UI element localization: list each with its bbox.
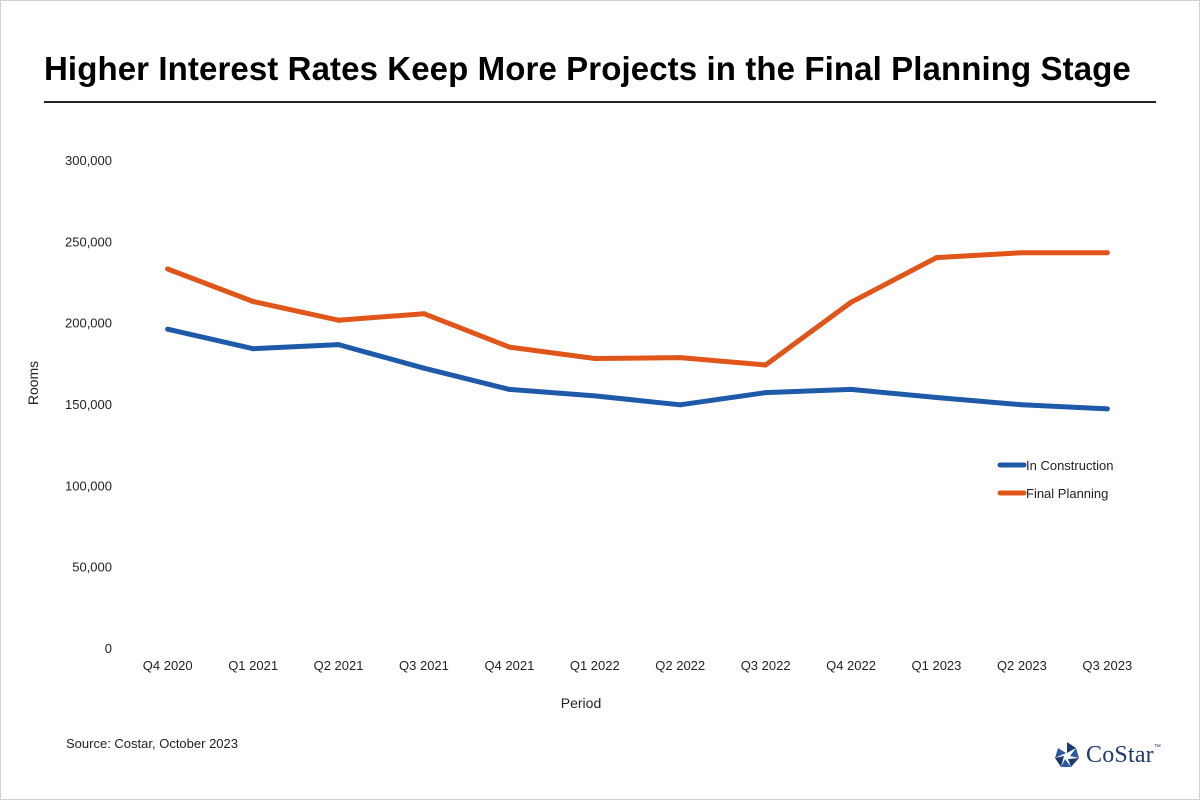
- y-tick-label: 300,000: [65, 153, 112, 168]
- chart-legend: In Construction Final Planning: [997, 458, 1113, 501]
- x-tick-label: Q1 2023: [912, 658, 962, 673]
- y-axis-ticks: 0 50,000 100,000 150,000 200,000 250,000 300,0…: [65, 153, 112, 656]
- costar-star-icon: [1055, 742, 1079, 767]
- series-line-in-construction: [165, 326, 1110, 412]
- x-tick-label: Q1 2021: [228, 658, 278, 673]
- chart-title: Higher Interest Rates Keep More Projects…: [44, 50, 1131, 87]
- x-axis-ticks: Q4 2020 Q1 2021 Q2 2021 Q3 2021 Q4 2021 Q1 20…: [143, 658, 1132, 673]
- data-point: [506, 344, 512, 350]
- x-tick-label: Q3 2023: [1082, 658, 1132, 673]
- data-point: [592, 356, 598, 361]
- source-note: Source: Costar, October 2023: [66, 736, 238, 751]
- title-divider: [44, 101, 1156, 103]
- data-point: [763, 362, 769, 368]
- x-tick-label: Q3 2021: [399, 658, 449, 673]
- x-tick-label: Q2 2021: [314, 658, 364, 673]
- x-tick-label: Q3 2022: [741, 658, 791, 673]
- data-point: [506, 386, 512, 392]
- data-point: [421, 311, 427, 317]
- series-line-final-planning: [165, 250, 1110, 368]
- y-tick-label: 100,000: [65, 478, 112, 493]
- x-axis-label: Period: [561, 695, 601, 711]
- legend-label: Final Planning: [1026, 486, 1108, 501]
- x-tick-label: Q4 2022: [826, 658, 876, 673]
- series-lines: [165, 250, 1110, 412]
- data-point: [848, 299, 854, 305]
- data-point: [934, 255, 939, 261]
- data-point: [250, 346, 256, 352]
- data-point: [592, 393, 598, 399]
- legend-label: In Construction: [1026, 458, 1113, 473]
- y-tick-label: 0: [105, 641, 112, 656]
- y-tick-label: 250,000: [65, 234, 112, 249]
- data-point: [677, 355, 683, 361]
- data-point: [165, 266, 171, 272]
- y-tick-label: 50,000: [72, 560, 112, 575]
- data-point: [934, 395, 939, 400]
- y-tick-label: 200,000: [65, 316, 112, 331]
- costar-logo: CoStar ™: [1052, 740, 1161, 770]
- data-point: [165, 326, 171, 332]
- data-point: [336, 342, 341, 348]
- logo-wordmark: CoStar: [1086, 741, 1154, 768]
- x-tick-label: Q2 2022: [655, 658, 705, 673]
- x-tick-label: Q4 2020: [143, 658, 193, 673]
- x-tick-label: Q1 2022: [570, 658, 620, 673]
- y-tick-label: 150,000: [65, 397, 112, 412]
- logo-trademark: ™: [1153, 744, 1161, 751]
- data-point: [1019, 402, 1025, 408]
- data-point: [677, 402, 683, 408]
- data-point: [1104, 250, 1110, 256]
- data-point: [1019, 250, 1025, 256]
- y-axis-label: Rooms: [25, 361, 41, 405]
- data-point: [848, 386, 854, 392]
- data-point: [763, 390, 769, 396]
- data-point: [421, 365, 427, 371]
- x-tick-label: Q4 2021: [484, 658, 534, 673]
- data-point: [250, 299, 256, 304]
- x-tick-label: Q2 2023: [997, 658, 1047, 673]
- data-point: [336, 317, 341, 323]
- data-point: [1104, 406, 1110, 412]
